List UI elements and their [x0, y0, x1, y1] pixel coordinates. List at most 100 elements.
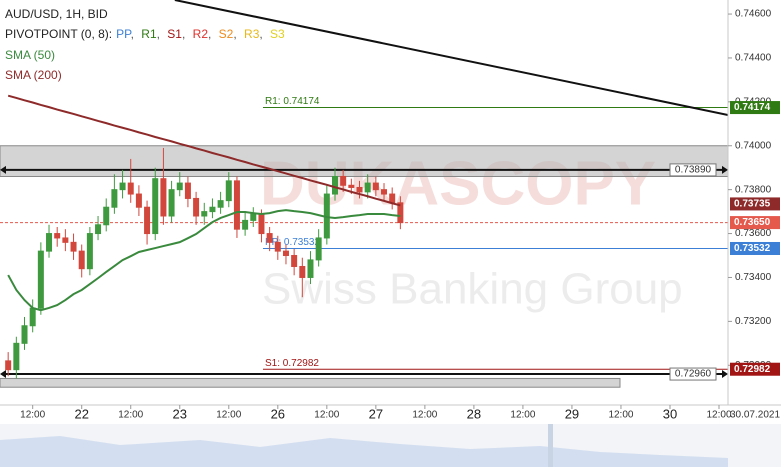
line-label: 0.72960 — [675, 369, 712, 380]
y-tick-label: 0.74600 — [735, 9, 772, 20]
x-tick-label: 12:00 — [510, 410, 535, 421]
pivot-legend-item: S1 — [167, 27, 182, 41]
price-tag — [730, 362, 780, 376]
candle-body — [307, 259, 314, 278]
zone — [0, 145, 728, 177]
price-tag-label: 0.73735 — [734, 199, 771, 210]
x-tick-label: 30 — [663, 406, 677, 421]
candle-body — [193, 197, 200, 217]
price-tag-label: 0.74174 — [734, 102, 771, 113]
candle-body — [217, 200, 224, 208]
legend-title: AUD/USD, 1H, BID — [5, 7, 108, 21]
x-tick-label: 12:00 — [216, 410, 241, 421]
pivot-legend-separator: , — [131, 27, 138, 41]
candle-body — [168, 189, 175, 217]
candle-body — [111, 189, 118, 208]
candle-body — [201, 211, 208, 217]
pivot-label: R1: 0.74174 — [265, 96, 320, 107]
candle-body — [152, 178, 159, 235]
candle-body — [372, 182, 379, 191]
pivot-legend-separator: , — [233, 27, 240, 41]
candle-body — [381, 189, 388, 195]
candle-body — [46, 233, 53, 252]
price-tag — [730, 241, 780, 255]
candle-body — [209, 206, 216, 213]
pivot-legend: PIVOTPOINT (0, 8): PP, R1, S1, R2, S2, R3… — [5, 27, 285, 41]
candle-body — [242, 219, 249, 230]
candle-body — [70, 241, 77, 252]
candle-body — [184, 182, 191, 199]
x-tick-label: 12:00 — [412, 410, 437, 421]
navigator-handle — [548, 424, 553, 467]
candle-body — [95, 224, 102, 235]
candle-body — [282, 250, 289, 257]
candle-body — [291, 255, 298, 267]
candle-body — [135, 193, 142, 208]
y-tick-label: 0.74400 — [735, 53, 772, 64]
price-tag — [730, 197, 780, 211]
line-label-bg — [669, 163, 717, 177]
candle-body — [13, 342, 20, 371]
candle-body — [119, 182, 126, 191]
y-tick-label: 0.73200 — [735, 316, 772, 327]
candle-body — [364, 182, 371, 193]
plot-area: PP: 0.73532 R1: 0.74174 S1: 0.72982 0.73890… — [0, 0, 728, 388]
candle-body — [176, 182, 183, 191]
candle-body — [299, 265, 306, 278]
x-tick-label: 23 — [173, 406, 187, 421]
x-tick-label: 12:00 — [314, 410, 339, 421]
line-label-bg — [669, 367, 717, 381]
price-tag-label: 0.73650 — [734, 217, 771, 228]
x-tick-label: 27 — [369, 406, 383, 421]
x-date-label: 30.07.2021 — [730, 410, 780, 421]
pivot-legend-separator: , — [208, 27, 215, 41]
legend-entry: SMA (200) — [5, 68, 62, 82]
pivot-legend-separator: , — [182, 27, 189, 41]
y-tick-label: 0.73400 — [735, 272, 772, 283]
pivot-legend-item: R2 — [193, 27, 209, 41]
candle-body — [127, 182, 134, 195]
candle-body — [78, 250, 85, 270]
zone — [0, 377, 621, 388]
price-tag — [730, 101, 780, 115]
pivot-label: PP: 0.73532 — [265, 237, 320, 248]
price-tags: 0.73532 0.74174 0.72982 0.73735 0.73650 — [730, 101, 780, 376]
x-tick-label: 12:00 — [118, 410, 143, 421]
candle-body — [389, 193, 396, 204]
candle-body — [62, 237, 69, 243]
pivot-legend-item: PP — [116, 27, 132, 41]
x-tick-label: 28 — [467, 406, 481, 421]
navigator-area — [0, 436, 728, 467]
y-tick-label: 0.73800 — [735, 184, 772, 195]
candle-body — [21, 325, 28, 344]
candle-body — [266, 233, 273, 243]
pivot-legend-separator: , — [157, 27, 164, 41]
candle-body — [144, 206, 151, 235]
price-tag-label: 0.73532 — [734, 243, 771, 254]
candle-body — [356, 186, 363, 193]
pivot-label: S1: 0.72982 — [265, 358, 319, 369]
candle-body — [29, 307, 36, 327]
x-tick-label: 26 — [271, 406, 285, 421]
candle-body — [225, 180, 232, 202]
candle-body — [397, 202, 404, 224]
pivot-legend-item: R1 — [141, 27, 157, 41]
legend-entry: SMA (50) — [5, 48, 55, 62]
candle-body — [54, 233, 61, 239]
price-tag — [730, 216, 780, 230]
pivot-legend-item: R3 — [244, 27, 260, 41]
candle-body — [5, 360, 12, 371]
candle-body — [274, 241, 281, 252]
candle-body — [250, 213, 257, 221]
candle-body — [315, 237, 322, 261]
candle-body — [37, 250, 44, 309]
x-tick-label: 29 — [565, 406, 579, 421]
watermark-subtitle: Swiss Banking Group — [262, 265, 683, 314]
candle-body — [340, 175, 347, 186]
candle-body — [160, 178, 167, 217]
x-tick-label: 12:00 — [20, 410, 45, 421]
y-tick-label: 0.74000 — [735, 140, 772, 151]
pivot-legend-item: S3 — [270, 27, 285, 41]
indicator-line — [7, 209, 401, 312]
